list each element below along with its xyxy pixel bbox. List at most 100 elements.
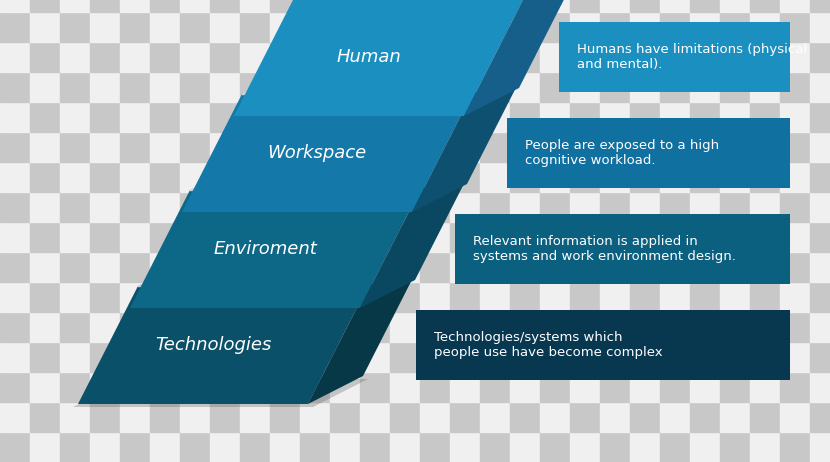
Bar xyxy=(750,72,780,102)
Bar xyxy=(630,312,660,342)
Bar xyxy=(240,222,270,252)
Bar xyxy=(390,372,420,402)
Bar xyxy=(360,402,390,432)
Bar xyxy=(810,132,830,162)
Bar xyxy=(0,402,30,432)
Bar xyxy=(540,42,570,72)
Bar xyxy=(570,432,600,462)
Bar xyxy=(120,282,150,312)
Bar xyxy=(750,312,780,342)
Bar xyxy=(750,162,780,192)
Bar xyxy=(150,312,180,342)
Bar xyxy=(720,72,750,102)
Bar xyxy=(540,402,570,432)
Bar xyxy=(60,12,90,42)
Bar xyxy=(150,0,180,12)
Bar xyxy=(660,342,690,372)
Bar xyxy=(180,402,210,432)
Bar xyxy=(60,252,90,282)
Bar xyxy=(90,252,120,282)
Bar xyxy=(510,72,540,102)
Bar xyxy=(360,222,390,252)
Bar xyxy=(570,0,600,12)
Bar xyxy=(450,372,480,402)
Bar xyxy=(390,12,420,42)
Bar xyxy=(270,312,300,342)
Bar xyxy=(540,252,570,282)
Bar xyxy=(210,222,240,252)
Bar xyxy=(540,192,570,222)
Bar xyxy=(630,132,660,162)
Bar xyxy=(660,312,690,342)
Bar xyxy=(660,42,690,72)
Bar xyxy=(210,192,240,222)
Bar xyxy=(600,132,630,162)
Bar xyxy=(480,192,510,222)
Bar xyxy=(150,282,180,312)
Bar xyxy=(0,42,30,72)
Bar xyxy=(630,162,660,192)
Bar xyxy=(480,312,510,342)
Bar xyxy=(780,132,810,162)
Bar xyxy=(630,0,660,12)
Bar xyxy=(750,42,780,72)
Bar xyxy=(780,252,810,282)
Bar xyxy=(810,342,830,372)
Bar xyxy=(660,432,690,462)
Bar xyxy=(420,402,450,432)
Bar xyxy=(150,432,180,462)
Bar xyxy=(720,402,750,432)
Bar xyxy=(510,12,540,42)
Bar xyxy=(810,282,830,312)
Bar xyxy=(300,102,330,132)
Bar xyxy=(420,252,450,282)
Bar xyxy=(750,192,780,222)
Bar xyxy=(360,12,390,42)
Bar xyxy=(450,42,480,72)
Bar xyxy=(210,0,240,12)
Bar xyxy=(570,402,600,432)
Bar xyxy=(0,162,30,192)
Bar xyxy=(360,192,390,222)
Bar xyxy=(0,0,30,12)
Bar xyxy=(810,192,830,222)
Bar xyxy=(240,372,270,402)
Bar xyxy=(810,312,830,342)
Bar xyxy=(540,0,570,12)
Bar xyxy=(660,252,690,282)
Bar xyxy=(570,162,600,192)
Bar xyxy=(510,402,540,432)
Bar xyxy=(540,12,570,42)
Bar xyxy=(150,192,180,222)
Bar xyxy=(750,0,780,12)
Bar xyxy=(480,0,510,12)
Bar xyxy=(90,312,120,342)
Bar xyxy=(810,252,830,282)
Bar xyxy=(360,252,390,282)
Polygon shape xyxy=(190,162,475,190)
Bar xyxy=(420,342,450,372)
Bar xyxy=(780,372,810,402)
Bar xyxy=(510,42,540,72)
Bar xyxy=(510,162,540,192)
Bar xyxy=(810,432,830,462)
Bar xyxy=(240,102,270,132)
Bar xyxy=(600,402,630,432)
Bar xyxy=(450,162,480,192)
Bar xyxy=(540,162,570,192)
Bar xyxy=(450,402,480,432)
Bar xyxy=(30,12,60,42)
Bar xyxy=(570,342,600,372)
Bar xyxy=(150,372,180,402)
Bar xyxy=(330,12,360,42)
Bar xyxy=(300,222,330,252)
Bar xyxy=(690,0,720,12)
Bar xyxy=(720,432,750,462)
Bar xyxy=(210,372,240,402)
Bar xyxy=(60,372,90,402)
Bar xyxy=(450,0,480,12)
Bar xyxy=(750,282,780,312)
Bar xyxy=(510,222,540,252)
Bar xyxy=(180,12,210,42)
Bar xyxy=(570,42,600,72)
